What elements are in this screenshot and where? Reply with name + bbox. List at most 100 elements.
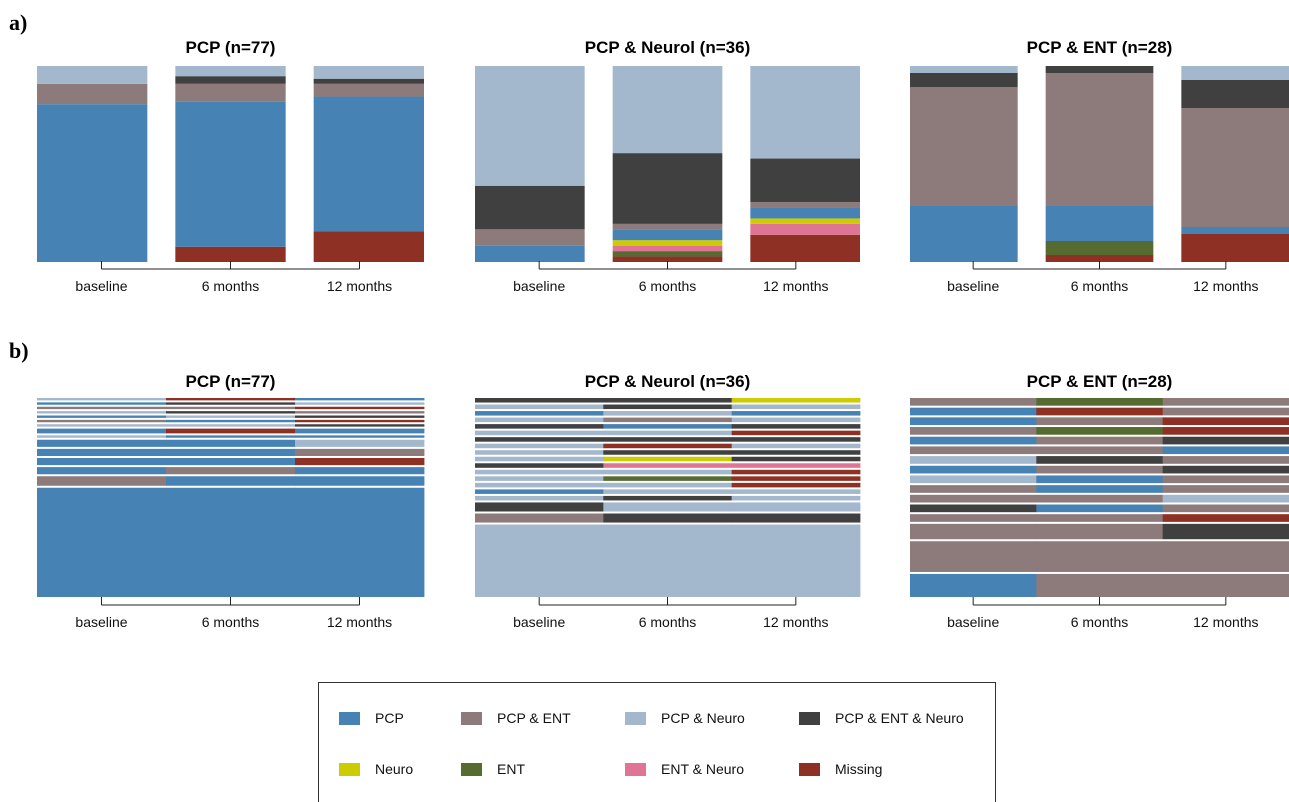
sequence-cell-neuro bbox=[603, 456, 733, 462]
bar-segment-pcp-neuro bbox=[750, 66, 860, 159]
legend-swatch bbox=[339, 711, 360, 725]
sequence-cell-pcp bbox=[295, 467, 425, 475]
bar-segment-pcp-ent bbox=[475, 229, 585, 246]
sequence-cell-pcp bbox=[166, 448, 296, 456]
sequence-cell-pcp-ent-neuro bbox=[731, 424, 861, 429]
bar-segment-pcp-ent bbox=[1045, 73, 1154, 206]
sequence-cell-pcp-ent-neuro bbox=[731, 437, 861, 442]
sequence-cell-pcp bbox=[475, 489, 604, 494]
sequence-cell-pcp bbox=[166, 476, 296, 486]
bar-segment-pcp-ent bbox=[910, 87, 1018, 206]
sequence-cell-missing bbox=[166, 428, 296, 434]
sequence-cell-pcp-neuro bbox=[475, 417, 604, 423]
sequence-cell-missing bbox=[1036, 407, 1164, 416]
b-chart-tick-label: baseline bbox=[75, 614, 127, 630]
legend-swatch bbox=[625, 762, 646, 776]
bar-segment-pcp bbox=[612, 229, 723, 241]
chart-title: PCP & Neurol (n=36) bbox=[585, 38, 750, 57]
sequence-cell-missing bbox=[731, 476, 861, 481]
sequence-cell-pcp-ent bbox=[1162, 485, 1289, 493]
sequence-cell-pcp-ent bbox=[1162, 541, 1289, 572]
legend-label: PCP & ENT & Neuro bbox=[835, 710, 964, 726]
bar-segment-missing bbox=[1181, 234, 1289, 262]
sequence-cell-pcp-ent bbox=[295, 411, 425, 414]
bar-segment-pcp bbox=[313, 96, 424, 232]
sequence-cell-pcp-ent bbox=[1162, 475, 1289, 484]
sequence-cell-pcp-ent bbox=[295, 448, 425, 456]
sequence-cell-pcp bbox=[166, 419, 296, 423]
sequence-cell-pcp-neuro bbox=[731, 489, 861, 494]
b-chart-tick-label: baseline bbox=[947, 614, 999, 630]
sequence-cell-pcp-neuro bbox=[475, 524, 604, 597]
sequence-cell-pcp-ent-neuro bbox=[910, 504, 1037, 513]
sequence-cell-pcp-neuro bbox=[603, 502, 733, 512]
bar-segment-missing bbox=[750, 234, 860, 262]
chart-title: PCP & ENT (n=28) bbox=[1027, 38, 1173, 57]
legend-label: Neuro bbox=[375, 761, 414, 777]
legend-item-missing: Missing bbox=[799, 761, 882, 777]
sequence-cell-pcp bbox=[910, 573, 1037, 597]
bar-segment-ent-neuro bbox=[750, 223, 860, 235]
legend-label: PCP bbox=[375, 710, 404, 726]
chart-title: PCP & ENT (n=28) bbox=[1027, 372, 1173, 391]
sequence-cell-pcp-neuro bbox=[731, 524, 861, 597]
sequence-cell-pcp bbox=[37, 415, 167, 418]
sequence-cell-pcp-neuro bbox=[910, 456, 1037, 464]
bar-segment-pcp-neuro bbox=[475, 66, 585, 186]
bar-segment-pcp-ent bbox=[37, 83, 148, 105]
sequence-cell-ent-neuro bbox=[731, 463, 861, 468]
sequence-cell-pcp-ent-neuro bbox=[295, 424, 425, 427]
b-chart-tick-label: 6 months bbox=[1071, 614, 1129, 630]
panel-label-a: a) bbox=[9, 10, 28, 35]
sequence-cell-pcp-neuro bbox=[475, 450, 604, 455]
sequence-cell-missing bbox=[295, 406, 425, 410]
sequence-cell-pcp-neuro bbox=[166, 424, 296, 427]
a-chart-tick-label: 12 months bbox=[1193, 278, 1258, 294]
sequence-cell-pcp-neuro bbox=[37, 435, 167, 438]
sequence-cell-pcp bbox=[295, 428, 425, 434]
panel-label-b: b) bbox=[9, 338, 29, 363]
sequence-cell-pcp bbox=[295, 476, 425, 486]
legend-label: ENT bbox=[497, 761, 525, 777]
charts-canvas: PCP (n=77) baseline 6 months 12 months PCP &… bbox=[37, 38, 1289, 630]
sequence-cell-pcp-neuro bbox=[475, 469, 604, 475]
legend-label: Missing bbox=[835, 761, 883, 777]
sequence-cell-ent bbox=[1036, 398, 1164, 406]
sequence-cell-pcp-ent-neuro bbox=[603, 437, 733, 442]
legend-item-pcp: PCP bbox=[339, 710, 404, 726]
sequence-cell-pcp-ent bbox=[910, 514, 1037, 522]
bar-segment-missing bbox=[175, 246, 286, 262]
sequence-cell-pcp-ent bbox=[1036, 573, 1164, 597]
a-chart-tick-label: 12 months bbox=[327, 278, 392, 294]
sequence-cell-pcp-ent bbox=[475, 513, 604, 523]
sequence-cell-pcp bbox=[1162, 446, 1289, 455]
sequence-cell-pcp-ent bbox=[166, 406, 296, 410]
sequence-cell-pcp-ent-neuro bbox=[475, 398, 604, 403]
bar-segment-pcp bbox=[910, 206, 1018, 262]
legend-label: PCP & ENT bbox=[497, 710, 571, 726]
sequence-cell-pcp bbox=[37, 467, 167, 475]
bar-segment-pcp-ent-neuro bbox=[313, 78, 424, 84]
bar-segment-pcp-ent-neuro bbox=[910, 73, 1018, 87]
sequence-cell-pcp-ent-neuro bbox=[475, 437, 604, 442]
sequence-cell-pcp-ent bbox=[166, 467, 296, 475]
sequence-cell-pcp-neuro bbox=[295, 402, 425, 405]
sequence-cell-pcp-ent bbox=[1036, 446, 1164, 455]
sequence-cell-pcp-ent bbox=[1036, 494, 1164, 503]
sequence-cell-pcp-neuro bbox=[475, 482, 604, 488]
legend-swatch bbox=[461, 711, 482, 725]
sequence-cell-pcp-neuro bbox=[475, 430, 604, 436]
legend-swatch bbox=[799, 711, 820, 725]
legend-item-ent: ENT bbox=[461, 761, 525, 777]
bar-segment-pcp-ent-neuro bbox=[475, 185, 585, 230]
bar-segment-missing bbox=[612, 256, 723, 262]
bar-segment-pcp-ent-neuro bbox=[175, 76, 286, 84]
bar-segment-pcp-neuro bbox=[313, 66, 424, 79]
sequence-cell-pcp bbox=[910, 407, 1037, 416]
sequence-cell-pcp-ent-neuro bbox=[475, 463, 604, 468]
sequence-cell-pcp-ent bbox=[1162, 573, 1289, 597]
sequence-cell-pcp bbox=[166, 435, 296, 438]
sequence-cell-pcp bbox=[37, 458, 167, 466]
bar-segment-pcp-neuro bbox=[612, 66, 723, 154]
sequence-cell-pcp-neuro bbox=[603, 430, 733, 436]
